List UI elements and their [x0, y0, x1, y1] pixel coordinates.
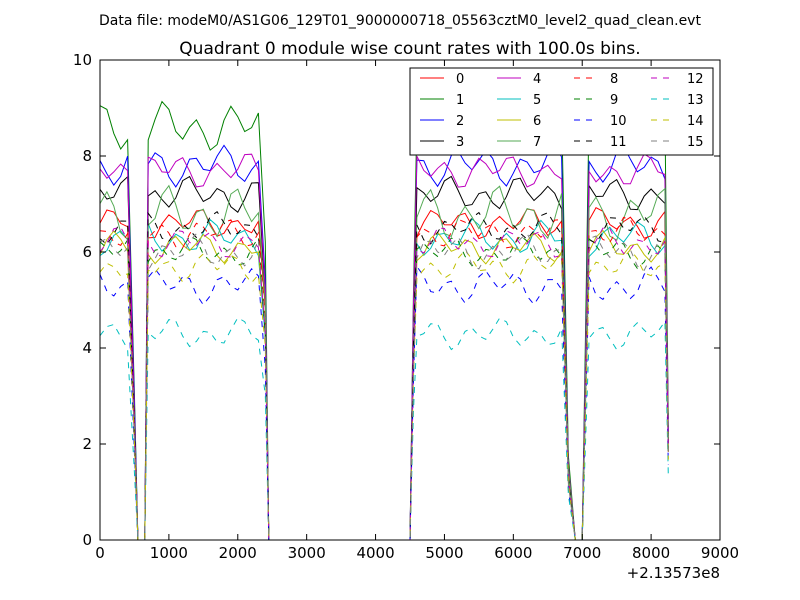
x-offset-label: +2.13573e8 [627, 564, 720, 582]
series-lines [100, 100, 669, 540]
x-tick-label: 1000 [150, 544, 188, 562]
plot-area: 0 1000 2000 3000 4000 5000 6000 7000 8000 9000 0 2 4… [73, 51, 739, 562]
x-tick-label: 5000 [425, 544, 463, 562]
series-line-8 [100, 216, 669, 540]
legend-label-4: 4 [533, 72, 541, 87]
series-line-0 [100, 207, 669, 540]
legend-label-7: 7 [533, 135, 541, 150]
legend-label-12: 12 [687, 72, 704, 87]
x-tick-label: 2000 [219, 544, 257, 562]
legend-label-8: 8 [610, 72, 618, 87]
series-line-7 [100, 184, 669, 540]
suptitle: Data file: modeM0/AS1G06_129T01_90000007… [99, 13, 701, 29]
legend-label-15: 15 [687, 135, 704, 150]
y-tick-label: 4 [82, 339, 92, 357]
chart-title: Quadrant 0 module wise count rates with … [179, 39, 640, 59]
legend-label-5: 5 [533, 93, 541, 108]
series-line-11 [100, 210, 669, 540]
y-tick-label: 8 [82, 147, 92, 165]
y-tick-label: 10 [73, 51, 92, 69]
x-tick-label: 4000 [356, 544, 394, 562]
series-line-3 [100, 175, 669, 540]
series-line-13 [100, 317, 669, 540]
series-line-6 [100, 229, 669, 540]
y-tick-label: 0 [82, 531, 92, 549]
x-tick-label: 7000 [563, 544, 601, 562]
legend-label-14: 14 [687, 114, 704, 129]
series-line-10 [100, 264, 669, 540]
y-tick-label: 2 [82, 435, 92, 453]
x-tick-label: 9000 [701, 544, 739, 562]
legend-label-9: 9 [610, 93, 618, 108]
x-tick-label: 3000 [288, 544, 326, 562]
x-tick-label: 0 [95, 544, 105, 562]
legend-label-0: 0 [456, 72, 464, 87]
legend-label-1: 1 [456, 93, 464, 108]
x-tick-label: 8000 [632, 544, 670, 562]
legend-label-10: 10 [610, 114, 627, 129]
y-tick-label: 6 [82, 243, 92, 261]
legend-label-11: 11 [610, 135, 627, 150]
series-line-4 [100, 153, 669, 540]
legend-label-6: 6 [533, 114, 541, 129]
legend-label-3: 3 [456, 135, 464, 150]
legend-label-13: 13 [687, 93, 704, 108]
legend-label-2: 2 [456, 114, 464, 129]
x-tick-label: 6000 [494, 544, 532, 562]
series-line-15 [100, 232, 669, 540]
legend-box [409, 67, 714, 156]
axes-frame [99, 59, 721, 541]
series-line-14 [100, 248, 669, 540]
